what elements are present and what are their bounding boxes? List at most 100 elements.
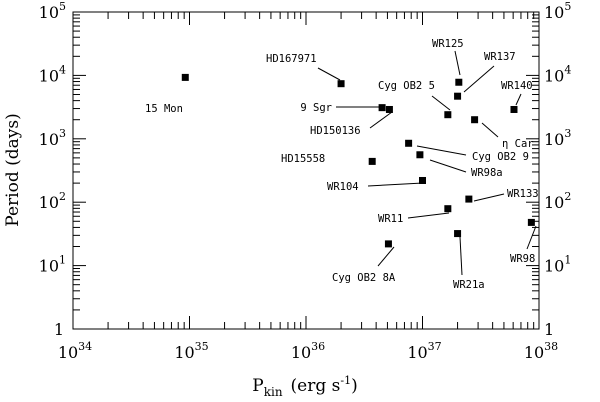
data-point-wr98 bbox=[527, 218, 535, 226]
y-tick-label-left: 101 bbox=[39, 254, 66, 276]
y-tick-label-right: 103 bbox=[544, 127, 571, 149]
x-axis-title-units-close: ) bbox=[351, 376, 358, 396]
y-tick-label-left: 102 bbox=[39, 190, 66, 212]
leader-line-wr125 bbox=[454, 50, 461, 76]
y-tick-label-left-base: 1 bbox=[54, 320, 64, 339]
data-point-cyg-ob2-8a bbox=[384, 240, 392, 248]
data-point-wr140 bbox=[510, 105, 518, 113]
point-label-hd15558: HD15558 bbox=[281, 153, 325, 165]
y-tick-label-left-exp: 3 bbox=[59, 127, 66, 140]
x-tick-label: 1038 bbox=[524, 340, 558, 362]
leader-line-car bbox=[481, 122, 499, 138]
point-label-wr11: WR11 bbox=[378, 213, 403, 225]
x-axis-title-base: P bbox=[252, 376, 263, 396]
data-point-wr11 bbox=[444, 205, 452, 213]
leader-line-wr133 bbox=[473, 193, 505, 202]
y-tick-label-left-exp: 4 bbox=[59, 63, 66, 76]
y-tick-label-left: 103 bbox=[39, 127, 66, 149]
y-tick-label-left: 104 bbox=[39, 63, 66, 85]
y-tick-label-right-base: 10 bbox=[544, 257, 564, 276]
point-label-cyg-ob2-5: Cyg OB2 5 bbox=[378, 80, 435, 92]
y-tick-label-left-base: 10 bbox=[39, 3, 59, 22]
point-label-9-sgr: 9 Sgr bbox=[300, 102, 332, 114]
x-tick-label: 1035 bbox=[174, 340, 208, 362]
leader-line-wr137 bbox=[463, 65, 495, 93]
point-label-hd167971: HD167971 bbox=[266, 53, 317, 65]
point-label-wr137: WR137 bbox=[484, 51, 516, 63]
x-tick-label: 1034 bbox=[58, 340, 92, 362]
data-point-hd167971 bbox=[337, 80, 345, 88]
data-point-cyg-ob2-5 bbox=[444, 111, 452, 119]
y-tick-label-right-exp: 2 bbox=[564, 190, 571, 203]
point-label-wr21a: WR21a bbox=[453, 279, 485, 291]
y-tick-label-left-exp: 1 bbox=[59, 254, 66, 267]
y-tick-label-left-exp: 5 bbox=[59, 0, 66, 13]
y-tick-label-left-base: 10 bbox=[39, 193, 59, 212]
y-tick-label-right: 105 bbox=[544, 0, 571, 22]
x-tick-label-exp: 36 bbox=[311, 340, 325, 353]
leader-line-cyg-ob2-8a bbox=[377, 246, 395, 267]
y-tick-label-left-base: 10 bbox=[39, 130, 59, 149]
x-tick-label-exp: 38 bbox=[544, 340, 558, 353]
x-tick-label-exp: 35 bbox=[195, 340, 209, 353]
y-tick-label-right: 101 bbox=[544, 254, 571, 276]
axis-ticks bbox=[72, 12, 539, 330]
x-axis-title-units: (erg s bbox=[291, 376, 341, 396]
x-tick-label-base: 10 bbox=[524, 343, 544, 362]
point-label-wr98: WR98 bbox=[510, 253, 535, 265]
data-point-wr104 bbox=[419, 176, 426, 184]
y-tick-label-right-base: 10 bbox=[544, 66, 564, 85]
label-leader-lines bbox=[317, 50, 537, 276]
point-label-wr133: WR133 bbox=[507, 188, 539, 200]
data-point-cyg-ob2-9 bbox=[405, 139, 413, 147]
x-tick-label-base: 10 bbox=[291, 343, 311, 362]
x-tick-label-exp: 37 bbox=[428, 340, 442, 353]
point-label-cyg-ob2-8a: Cyg OB2 8A bbox=[332, 272, 396, 284]
y-axis-title: Period (days) bbox=[3, 113, 23, 226]
data-point-wr21a bbox=[454, 230, 462, 238]
point-label-cyg-ob2-9: Cyg OB2 9 bbox=[472, 151, 529, 163]
point-label-hd150136: HD150136 bbox=[310, 125, 361, 137]
y-tick-label-right: 104 bbox=[544, 63, 571, 85]
leader-line-wr98a bbox=[429, 159, 467, 173]
y-tick-label-left: 105 bbox=[39, 0, 66, 22]
x-axis-title: Pkin (erg s-1) bbox=[252, 374, 358, 399]
data-point-hd150136 bbox=[385, 105, 393, 113]
data-point-wr133 bbox=[465, 195, 473, 203]
point-labels: 15 Mon HD167971 9 Sgr HD150136 Cyg OB2 5 WR12… bbox=[145, 38, 539, 291]
leader-line-wr104 bbox=[367, 182, 424, 187]
y-tick-label-right-exp: 1 bbox=[564, 254, 571, 267]
data-point-9-sgr bbox=[378, 104, 386, 112]
x-axis-title-sub: kin bbox=[264, 385, 283, 399]
leader-line-cyg-ob2-5 bbox=[431, 95, 451, 111]
data-points bbox=[181, 73, 535, 248]
y-tick-label-right-exp: 5 bbox=[564, 0, 571, 13]
y-tick-label-right: 102 bbox=[544, 190, 571, 212]
x-tick-label-base: 10 bbox=[174, 343, 194, 362]
y-tick-label-right-base: 10 bbox=[544, 3, 564, 22]
y-tick-label-right-base: 10 bbox=[544, 193, 564, 212]
data-point-car bbox=[471, 116, 479, 124]
leader-line-hd150136 bbox=[369, 111, 393, 129]
x-tick-label: 1036 bbox=[291, 340, 325, 362]
data-point-wr125 bbox=[455, 78, 463, 86]
leader-line-cyg-ob2-9 bbox=[416, 145, 467, 156]
point-label-wr98a: WR98a bbox=[471, 167, 503, 179]
y-tick-label-right-base: 1 bbox=[544, 320, 554, 339]
y-tick-label-right-exp: 3 bbox=[564, 127, 571, 140]
x-tick-label-base: 10 bbox=[407, 343, 427, 362]
leader-line-wr11 bbox=[407, 212, 450, 219]
x-tick-label-exp: 34 bbox=[78, 340, 92, 353]
y-tick-label-left-base: 10 bbox=[39, 66, 59, 85]
point-label-wr140: WR140 bbox=[501, 80, 533, 92]
data-point-hd15558 bbox=[368, 157, 376, 165]
x-axis-title-units-exp: -1 bbox=[340, 374, 351, 387]
y-tick-label-right-base: 10 bbox=[544, 130, 564, 149]
point-label-wr125: WR125 bbox=[432, 38, 464, 50]
data-point-wr137 bbox=[454, 92, 462, 100]
point-label-15-mon: 15 Mon bbox=[145, 103, 183, 115]
leader-line-hd167971 bbox=[317, 67, 341, 81]
leader-line-wr140 bbox=[515, 93, 522, 106]
